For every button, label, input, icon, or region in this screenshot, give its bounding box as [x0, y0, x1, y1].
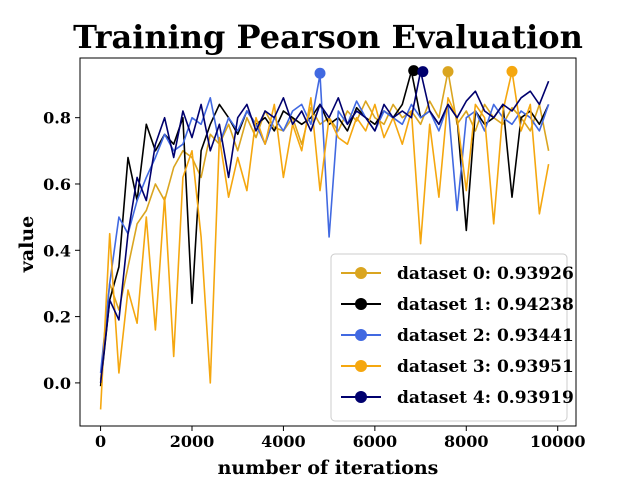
plot-frame [79, 57, 577, 427]
series-peak-marker-0 [442, 66, 454, 78]
x-tick-label: 6000 [353, 432, 398, 451]
x-tick-label: 4000 [261, 432, 306, 451]
series-peak-marker-4 [417, 66, 429, 78]
x-tick-label: 8000 [444, 432, 489, 451]
legend-entry-4: dataset 4: 0.93919 [397, 388, 574, 408]
legend-entry-1: dataset 1: 0.94238 [397, 295, 574, 315]
series-peak-marker-1 [408, 65, 420, 77]
legend-swatch-marker [355, 360, 367, 372]
legend-swatch-marker [355, 391, 367, 403]
legend-swatch-marker [355, 329, 367, 341]
series-line-3 [99, 70, 550, 410]
legend-swatch-marker [355, 267, 367, 279]
x-tick-label: 2000 [170, 432, 215, 451]
legend-entry-2: dataset 2: 0.93441 [397, 326, 574, 346]
y-tick-label: 0.0 [43, 374, 71, 393]
x-axis-label: number of iterations [218, 457, 439, 479]
axis-ticks: 0 2000 4000 6000 8000 10000 0.0 0.2 0.4 0.6 0.8 [43, 109, 585, 451]
x-tick-label: 0 [95, 432, 106, 451]
series-line-1 [99, 70, 550, 387]
x-tick-label: 10000 [530, 432, 586, 451]
legend-entry-0: dataset 0: 0.93926 [397, 264, 574, 284]
y-tick-label: 0.4 [43, 241, 71, 260]
legend-entry-3: dataset 3: 0.93951 [397, 357, 574, 377]
series-peak-marker-3 [506, 65, 518, 77]
y-tick-label: 0.8 [43, 109, 71, 128]
legend-swatch-marker [355, 298, 367, 310]
legend: dataset 0: 0.93926 dataset 1: 0.94238 data… [330, 253, 574, 422]
plot-area [79, 57, 577, 427]
series-peak-marker-2 [314, 67, 326, 79]
y-tick-label: 0.6 [43, 175, 71, 194]
y-axis-label: value [16, 216, 38, 273]
y-tick-label: 0.2 [43, 308, 71, 327]
chart-title: Training Pearson Evaluation [73, 18, 583, 56]
series-line-4 [99, 70, 550, 383]
legend-box [330, 253, 568, 422]
